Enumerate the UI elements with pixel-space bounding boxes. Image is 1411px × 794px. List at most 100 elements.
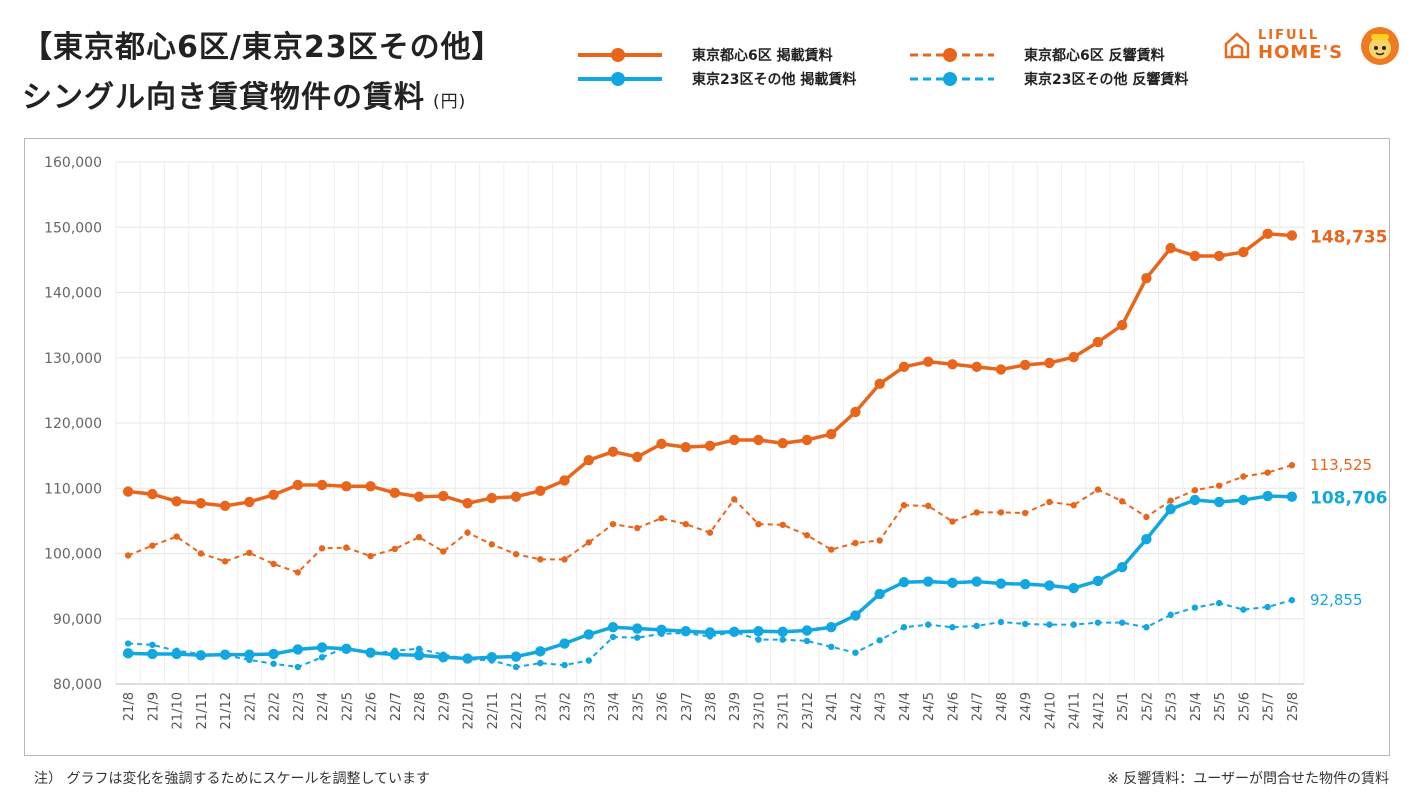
listing-data-point — [1213, 496, 1225, 508]
inquiry-data-point — [149, 542, 156, 549]
listing-data-point — [607, 446, 619, 457]
listing-data-point — [947, 577, 958, 589]
listing-data-point — [389, 487, 401, 499]
listing-data-point — [389, 649, 401, 660]
inquiry-data-point — [537, 659, 544, 667]
y-tick-label: 110,000 — [44, 481, 102, 497]
legend-swatch-dashed-orange — [910, 48, 994, 62]
x-tick-label: 24/3 — [874, 692, 889, 721]
inquiry-data-point — [1191, 604, 1199, 611]
x-tick-label: 21/8 — [122, 692, 137, 721]
inquiry-data-point — [1167, 497, 1174, 504]
y-tick-label: 140,000 — [44, 286, 102, 302]
inquiry-data-point — [1143, 513, 1150, 521]
listing-data-point — [1116, 562, 1128, 573]
inquiry-data-point — [1021, 509, 1029, 517]
x-tick-label: 21/11 — [195, 692, 210, 729]
inquiry-data-point — [997, 618, 1005, 626]
listing-data-point — [147, 488, 158, 500]
inquiry-data-point — [173, 533, 180, 540]
inquiry-data-point — [925, 502, 932, 510]
listing-data-point — [753, 434, 764, 446]
x-tick-label: 22/7 — [389, 692, 404, 721]
listing-data-point — [1141, 533, 1152, 545]
listing-data-point — [850, 610, 861, 621]
inquiry-data-point — [367, 552, 374, 560]
x-tick-label: 23/7 — [680, 692, 695, 721]
listing-data-point — [656, 624, 667, 636]
x-tick-label: 22/10 — [462, 692, 477, 729]
inquiry-data-point — [512, 663, 520, 671]
inquiry-data-point — [391, 545, 399, 553]
listing-data-point — [850, 406, 861, 418]
end-value-label: 108,706 — [1310, 489, 1387, 509]
solid-series-line — [127, 232, 1293, 508]
y-tick-label: 100,000 — [44, 547, 102, 563]
x-tick-label: 24/4 — [898, 692, 913, 721]
listing-data-point — [1286, 230, 1298, 241]
inquiry-data-point — [1288, 596, 1296, 604]
listing-data-point — [898, 361, 910, 373]
x-tick-label: 25/3 — [1165, 692, 1180, 721]
logo-text-homes: HOME'S — [1258, 42, 1344, 63]
y-axis: 80,000 90,000 100,000 110,000 120,000 130,000… — [44, 155, 102, 693]
listing-data-point — [559, 475, 570, 486]
x-tick-label: 24/6 — [946, 692, 961, 721]
x-tick-label: 23/4 — [607, 692, 622, 721]
legend-label: 東京23区その他 反響賃料 — [1024, 72, 1189, 88]
inquiry-data-point — [852, 539, 859, 547]
inquiry-data-point — [1264, 469, 1271, 476]
lifull-homes-logo: LIFULL HOME'S — [1222, 26, 1402, 68]
inquiry-data-point — [488, 541, 495, 548]
listing-data-point — [971, 361, 982, 373]
listing-data-point — [947, 359, 958, 370]
legend: 東京都心6区 掲載賃料 東京23区その他 掲載賃料 東京都心6区 反響賃料 東京… — [578, 40, 1218, 100]
listing-data-point — [729, 434, 740, 446]
x-tick-label: 23/2 — [559, 692, 574, 721]
y-tick-label: 120,000 — [44, 416, 102, 432]
x-tick-label: 24/10 — [1043, 692, 1058, 729]
x-tick-label: 23/1 — [534, 692, 549, 721]
listing-data-point — [971, 576, 982, 587]
listing-data-point — [341, 643, 352, 654]
listing-data-point — [316, 642, 328, 653]
inquiry-data-point — [997, 509, 1005, 516]
listing-data-point — [122, 648, 134, 659]
listing-data-point — [1165, 242, 1176, 254]
mascot-icon — [1361, 27, 1399, 65]
listing-data-point — [923, 576, 934, 587]
x-tick-label: 23/8 — [704, 692, 719, 721]
listing-data-point — [995, 364, 1007, 375]
listing-data-point — [1092, 575, 1104, 587]
listing-data-point — [365, 481, 376, 492]
y-tick-label: 130,000 — [44, 351, 102, 367]
inquiry-data-point — [609, 520, 617, 528]
x-tick-label: 24/12 — [1092, 692, 1107, 729]
inquiry-data-point — [973, 622, 980, 630]
listing-data-point — [801, 625, 813, 636]
inquiry-data-point — [270, 660, 277, 667]
inquiry-data-point — [318, 545, 326, 552]
inquiry-data-point — [634, 524, 641, 532]
inquiry-data-point — [343, 544, 350, 551]
listing-data-point — [898, 577, 910, 588]
inquiry-data-point — [561, 661, 568, 669]
inquiry-data-point — [1215, 599, 1223, 607]
listing-data-point — [874, 588, 885, 600]
listing-data-point — [1068, 351, 1079, 363]
listing-data-point — [268, 489, 279, 500]
x-tick-label: 24/8 — [995, 692, 1010, 721]
x-tick-label: 22/8 — [413, 692, 428, 721]
inquiry-data-point — [925, 621, 932, 628]
y-tick-label: 160,000 — [44, 155, 102, 171]
x-tick-label: 21/9 — [146, 692, 161, 721]
x-tick-label: 23/6 — [656, 692, 671, 721]
listing-data-point — [1092, 336, 1104, 348]
x-tick-label: 21/12 — [219, 692, 234, 729]
legend-item-other-listing: 東京23区その他 掲載賃料 — [578, 68, 856, 90]
inquiry-data-point — [1191, 487, 1199, 494]
inquiry-data-point — [318, 654, 326, 661]
inquiry-data-point — [852, 649, 859, 656]
inquiry-data-point — [197, 550, 205, 557]
legend-swatch-dashed-blue — [910, 72, 994, 86]
